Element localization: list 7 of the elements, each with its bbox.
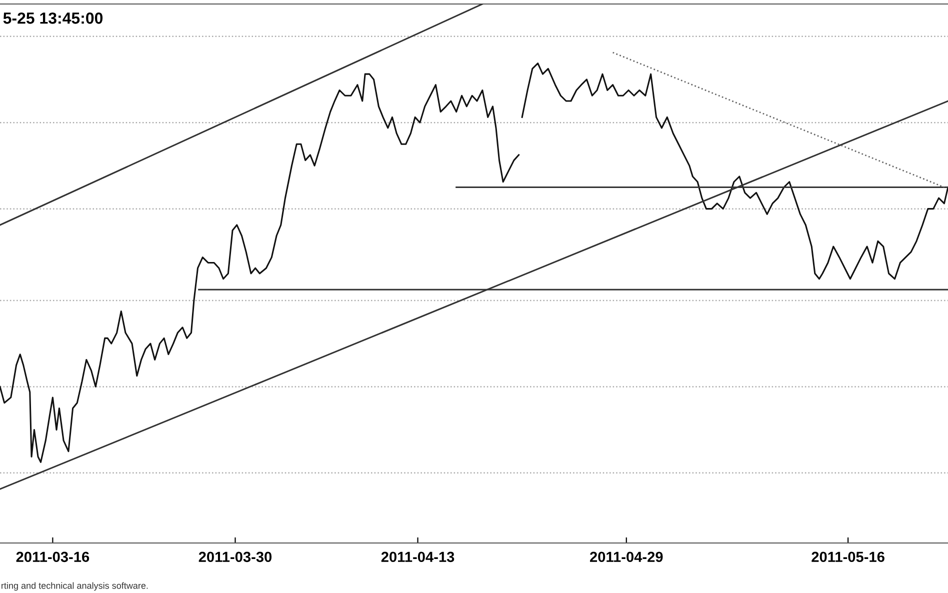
x-tick-label: 2011-03-16 xyxy=(16,552,90,562)
x-tick-label: 2011-04-13 xyxy=(381,552,454,562)
x-tick-label: 2011-04-29 xyxy=(590,552,663,562)
x-tick-label: 2011-03-30 xyxy=(198,552,272,562)
x-tick-label: 2011-05-16 xyxy=(812,552,884,562)
text: rting and technical analysis software. xyxy=(2,582,148,591)
chart-title: 5-25 13:45:00 xyxy=(3,12,103,24)
